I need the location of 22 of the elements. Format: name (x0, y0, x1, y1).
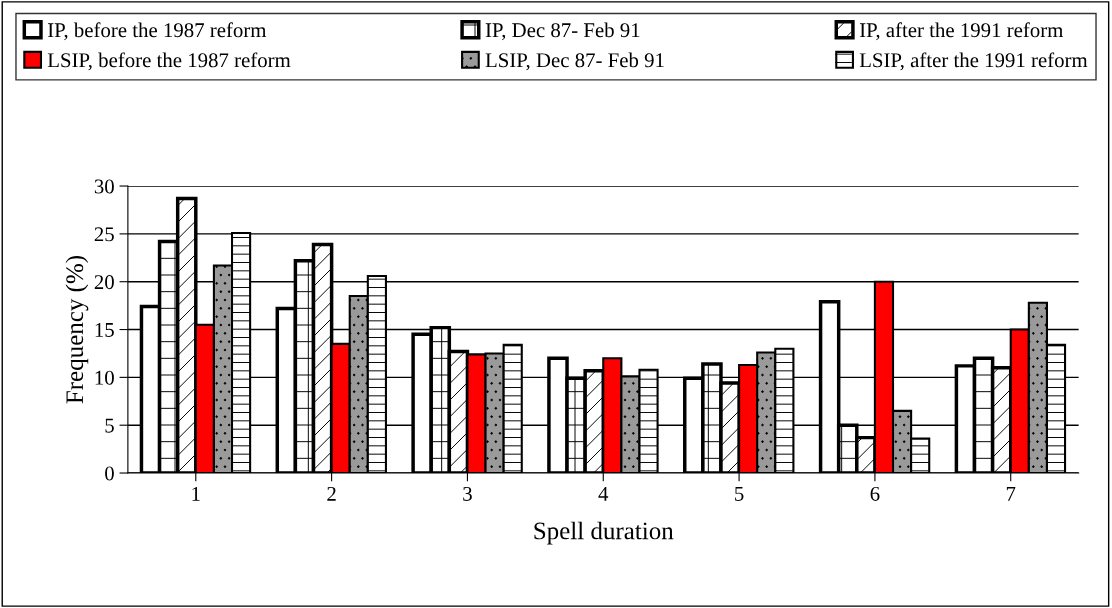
x-tick-label: 2 (327, 486, 336, 501)
legend-label: IP, after the 1991 reform (859, 22, 1064, 41)
y-tick-label: 15 (95, 323, 114, 337)
legend-label: LSIP, Dec 87- Feb 91 (485, 52, 664, 71)
x-tick-label: 7 (1006, 487, 1016, 501)
y-tick-label: 10 (95, 370, 114, 385)
legend-label: IP, Dec 87- Feb 91 (485, 22, 640, 41)
legend-label: LSIP, before the 1987 reform (47, 52, 291, 71)
legend-label: LSIP, after the 1991 reform (859, 52, 1088, 71)
x-tick-label: 6 (870, 486, 880, 501)
y-axis-title: Frequency (%) (65, 256, 89, 404)
x-tick-label: 4 (598, 486, 609, 501)
x-tick-label: 3 (463, 486, 472, 501)
x-tick-label: 1 (192, 486, 200, 501)
legend-label: IP, before the 1987 reform (47, 22, 267, 41)
y-tick-label: 30 (94, 179, 114, 194)
y-tick-label: 25 (94, 227, 114, 242)
y-tick-label: 5 (105, 418, 114, 433)
y-tick-label: 0 (105, 466, 114, 481)
y-tick-label: 20 (94, 275, 114, 290)
x-axis-title: Spell duration (534, 521, 674, 545)
x-tick-label: 5 (735, 487, 744, 501)
